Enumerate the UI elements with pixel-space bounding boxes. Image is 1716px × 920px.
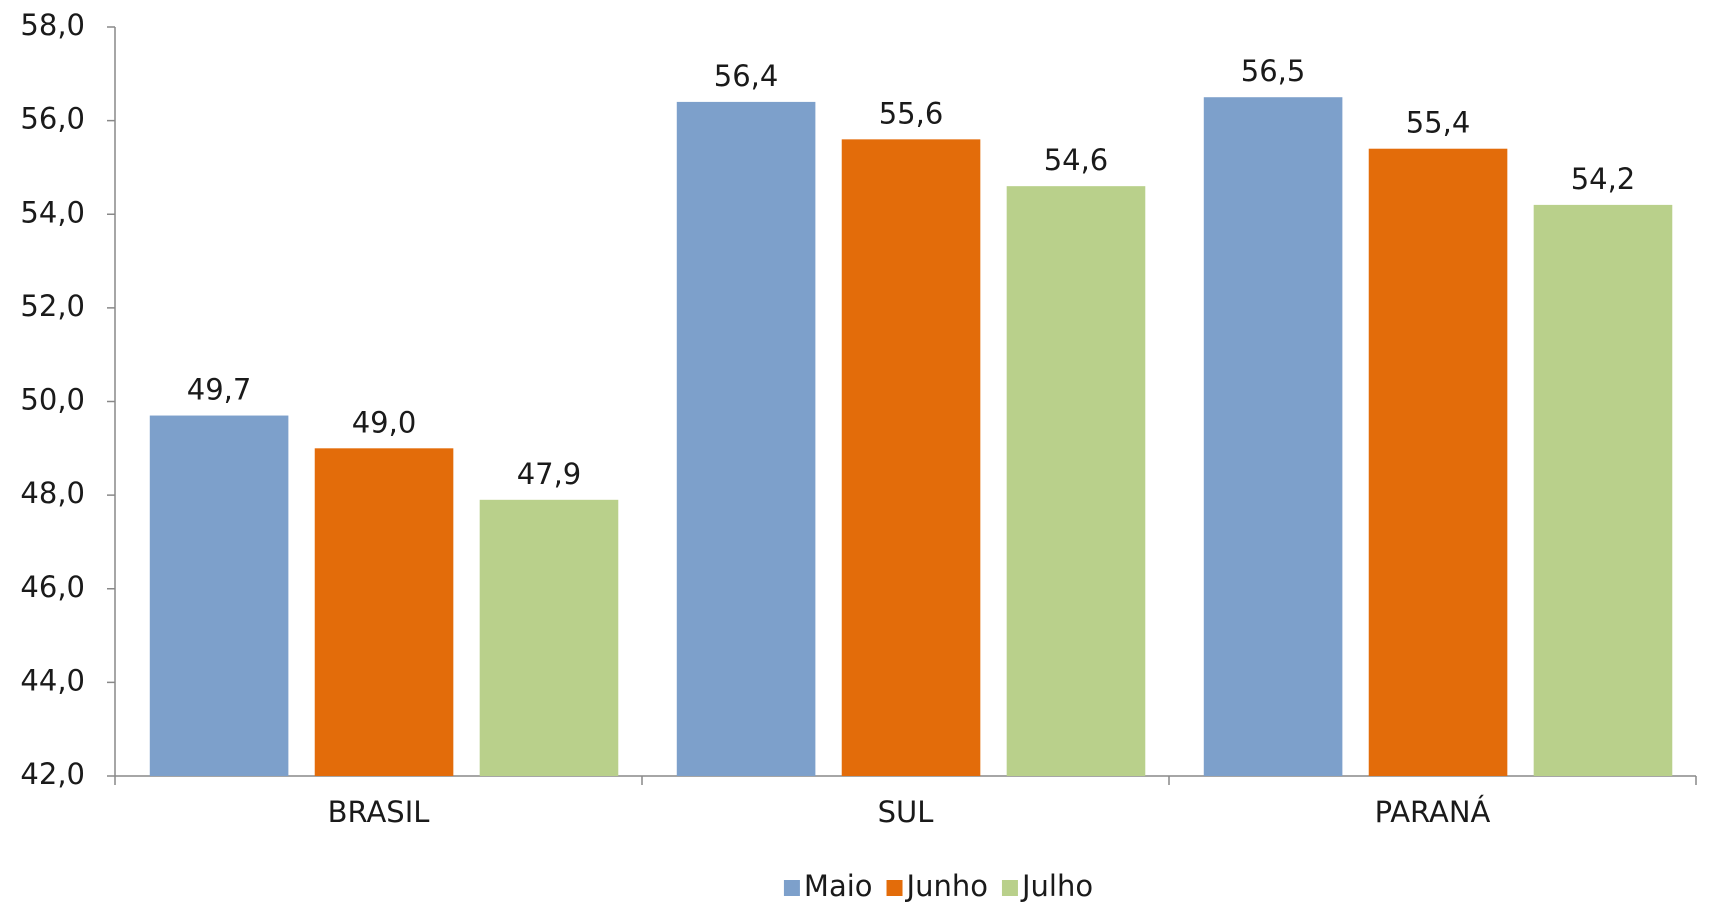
legend-swatch [886,880,903,896]
y-tick-label: 50,0 [20,383,85,417]
bar [841,139,981,777]
legend-label: Junho [905,869,988,903]
y-tick-label: 48,0 [20,476,85,510]
y-tick-label: 52,0 [20,289,85,323]
bar [1006,186,1146,777]
bar [1203,97,1343,776]
bar [1533,204,1673,776]
value-label: 49,0 [352,405,417,439]
bar [314,448,454,776]
y-tick-label: 54,0 [20,195,85,229]
bar [676,101,816,776]
value-label: 54,2 [1571,162,1636,196]
y-tick-label: 56,0 [20,102,85,136]
legend-label: Maio [804,869,873,903]
value-label: 54,6 [1044,143,1109,177]
bar [1368,148,1508,776]
y-tick-label: 42,0 [20,757,85,791]
value-label: 55,4 [1406,106,1471,140]
x-tick-label: PARANÁ [1375,795,1491,829]
legend-swatch [783,880,800,896]
legend-label: Julho [1020,869,1093,903]
value-label: 49,7 [187,373,252,407]
y-tick-label: 44,0 [20,663,85,697]
value-label: 56,5 [1241,54,1306,88]
value-label: 55,6 [879,96,944,130]
y-tick-label: 46,0 [20,570,85,604]
x-tick-label: SUL [878,795,934,829]
value-label: 56,4 [714,59,779,93]
y-tick-label: 58,0 [20,8,85,42]
legend-swatch [1001,880,1018,896]
x-tick-label: BRASIL [328,795,430,829]
value-label: 47,9 [517,457,582,491]
bar [479,499,619,776]
bar [149,415,289,776]
